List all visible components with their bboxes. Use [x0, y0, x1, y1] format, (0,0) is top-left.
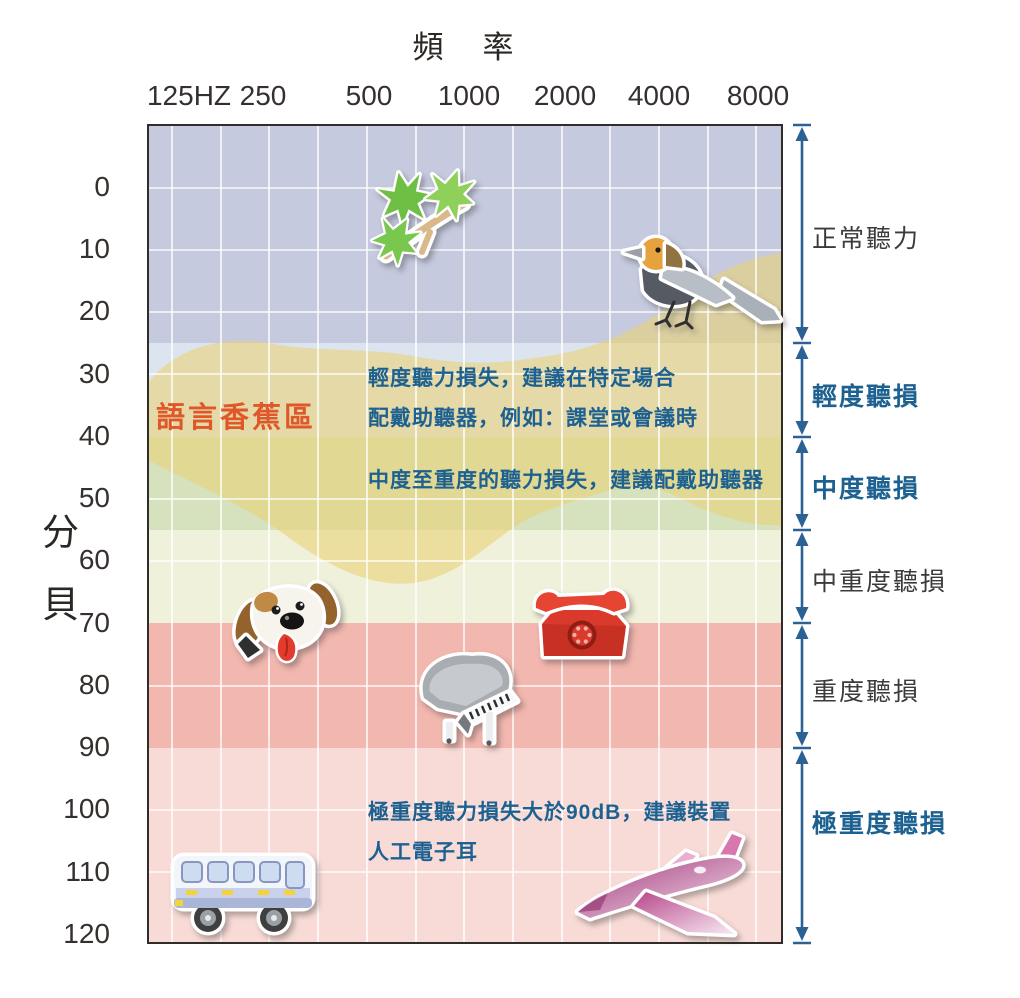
bus-windows [181, 861, 305, 889]
range-arrows [793, 123, 811, 945]
y-tick-100: 100 [63, 793, 110, 824]
y-tick-110: 110 [65, 856, 110, 887]
y-tick-0: 0 [94, 171, 110, 202]
band-label-normal: 正常聽力 [812, 225, 921, 253]
band-label-mod-severe: 中重度聽損 [812, 568, 948, 596]
bird-icon [620, 234, 784, 330]
x-tick-250: 250 [239, 80, 287, 111]
arrow-heads [795, 127, 809, 941]
y-tick-20: 20 [78, 295, 110, 326]
y-tick-10: 10 [78, 233, 110, 264]
bus-icon [170, 852, 316, 936]
airplane-icon [574, 830, 746, 938]
y-axis-label-char-2: 貝 [42, 584, 79, 625]
x-tick-4000: 4000 [627, 80, 691, 111]
y-tick-120: 120 [63, 918, 110, 949]
y-tick-30: 30 [78, 358, 110, 389]
leaves-icon [366, 166, 484, 268]
band-label-severe: 重度聽損 [812, 678, 921, 706]
band-label-mild: 輕度聽損 [812, 383, 921, 411]
band-label-profound: 極重度聽損 [812, 810, 948, 838]
x-tick-500: 500 [345, 80, 393, 111]
chart-title: 頻 率 [412, 30, 518, 65]
annotation-moderate: 中度至重度的聽力損失，建議配戴助聽器 [368, 469, 764, 492]
x-tick-2000: 2000 [533, 80, 597, 111]
bird-legs [654, 300, 694, 330]
speech-banana-area [148, 253, 782, 584]
annotation-mild-line2: 配戴助聽器，例如：課堂或會議時 [368, 407, 698, 430]
annotation-mild-line1: 輕度聽力損失，建議在特定場合 [368, 367, 676, 390]
arrow-boundary-caps [793, 123, 811, 945]
y-axis-label-char-1: 分 [42, 512, 79, 553]
annotation-profound-line1: 極重度聽力損失大於90dB，建議裝置 [368, 801, 732, 824]
dog-icon [232, 579, 341, 664]
piano-icon [419, 651, 521, 746]
phone-dial-holes [572, 626, 592, 644]
gridlines [148, 125, 782, 943]
y-tick-70: 70 [78, 607, 110, 638]
speech-banana-label: 語言香蕉區 [156, 402, 317, 434]
y-tick-40: 40 [78, 420, 110, 451]
x-tick-8000: 8000 [726, 80, 790, 111]
telephone-icon [532, 587, 630, 660]
piano-keys [468, 693, 511, 720]
x-tick-125hz: 125HZ [146, 80, 232, 111]
y-tick-60: 60 [78, 544, 110, 575]
plot-border [147, 124, 783, 944]
y-tick-80: 80 [78, 669, 110, 700]
band-label-moderate: 中度聽損 [812, 475, 921, 503]
annotation-profound-line2: 人工電子耳 [368, 841, 478, 864]
y-tick-90: 90 [78, 731, 110, 762]
x-tick-1000: 1000 [437, 80, 501, 111]
y-tick-50: 50 [78, 482, 110, 513]
bus-stripes [175, 890, 295, 906]
